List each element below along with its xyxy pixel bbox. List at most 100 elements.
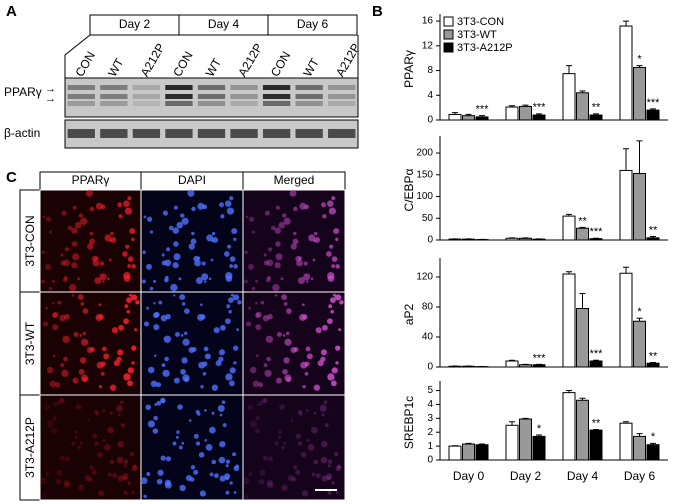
cell [272, 283, 280, 292]
cell [79, 441, 83, 445]
cell [200, 385, 204, 389]
cell [198, 451, 205, 458]
cell [52, 354, 56, 358]
cell [118, 324, 125, 331]
cell [193, 469, 199, 475]
cell [191, 206, 196, 212]
cell [152, 428, 159, 434]
cell [252, 380, 260, 388]
cell [94, 441, 99, 446]
row-header: 3T3-A212P [23, 417, 37, 478]
y-tick-label: 80 [422, 302, 434, 313]
cell [280, 277, 284, 281]
cell [78, 484, 85, 492]
cell [282, 213, 287, 218]
error-bar [636, 317, 643, 322]
significance-label: ** [649, 350, 658, 362]
error-bar [623, 20, 629, 27]
cell [302, 385, 306, 389]
cell [255, 354, 259, 358]
cell [313, 239, 316, 243]
cell [285, 331, 290, 335]
cell [297, 441, 303, 446]
cell [51, 312, 58, 319]
cell [78, 213, 84, 218]
cell [179, 484, 186, 492]
cell [231, 228, 238, 235]
error-bar [636, 140, 643, 174]
band [328, 85, 356, 90]
y-tick-label: 8 [427, 65, 433, 76]
cell [181, 302, 186, 306]
cell [173, 205, 178, 210]
cell [179, 445, 183, 450]
cell [331, 256, 338, 262]
cell [262, 398, 268, 404]
cell [147, 366, 155, 374]
cell [300, 451, 307, 458]
cell [117, 202, 123, 208]
cell [87, 347, 94, 354]
cell [209, 426, 216, 434]
cell [331, 367, 338, 374]
error-bar [566, 390, 572, 393]
cell [59, 314, 66, 322]
cell [72, 205, 77, 210]
error-bar [479, 443, 485, 445]
cell [283, 217, 291, 225]
cell [131, 345, 137, 351]
error-bar [479, 115, 485, 117]
cell [327, 490, 332, 495]
error-bar [623, 148, 629, 171]
cell [335, 361, 339, 365]
cell [131, 264, 136, 269]
cell [46, 420, 54, 428]
significance-label: ** [592, 102, 601, 114]
cell [275, 205, 280, 210]
panel-letter: A [6, 3, 17, 20]
cell [63, 356, 68, 362]
row-label: PPARγ [4, 85, 42, 99]
y-tick-label: 1 [427, 441, 433, 452]
cell [326, 200, 334, 207]
cell [248, 472, 253, 477]
cell [297, 410, 302, 415]
cell [153, 312, 159, 319]
cell [218, 349, 226, 356]
error-bar [566, 213, 572, 217]
cell [107, 277, 110, 281]
cell [283, 357, 290, 364]
y-tick-label: 150 [416, 169, 433, 180]
cell [85, 189, 93, 197]
bar [589, 429, 603, 461]
legend-swatch [443, 42, 454, 53]
cell [188, 347, 195, 354]
cell [135, 300, 140, 305]
cell [147, 216, 153, 222]
cell [211, 411, 215, 415]
cell [117, 349, 124, 356]
bar [462, 115, 475, 121]
band [132, 101, 161, 106]
cell [188, 419, 192, 422]
cell [59, 455, 65, 461]
bar [505, 424, 519, 461]
y-tick-label: 2 [427, 427, 433, 438]
cell [225, 373, 233, 381]
cell [335, 237, 339, 241]
bar [646, 444, 660, 461]
cell [297, 277, 305, 285]
cell [166, 247, 171, 252]
bar [462, 443, 475, 461]
bar [619, 169, 633, 241]
cell [247, 404, 254, 411]
y-axis-label: aP2 [402, 304, 416, 326]
error-bar [636, 65, 643, 68]
cell [91, 469, 97, 475]
cell [149, 230, 154, 234]
bar [619, 422, 633, 461]
cell [263, 253, 267, 257]
cell [173, 241, 179, 247]
cell [48, 286, 53, 291]
